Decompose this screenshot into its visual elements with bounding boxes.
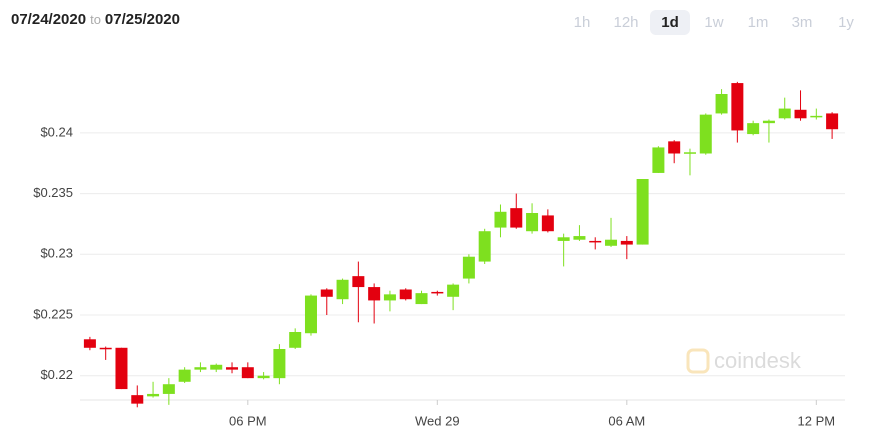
candle-body [320, 289, 333, 297]
candle-body [462, 256, 475, 279]
range-separator: to [90, 12, 101, 27]
candle-body [699, 114, 712, 154]
candle-body [289, 332, 302, 348]
range-button[interactable]: 1w [704, 14, 724, 31]
candle-body [194, 367, 207, 370]
candle-body [241, 367, 254, 379]
candle-body [747, 123, 760, 135]
candle-body [257, 375, 270, 379]
candle-body [762, 120, 775, 124]
range-start: 07/24/2020 [11, 11, 87, 28]
x-tick-label: 12 PM [798, 413, 836, 428]
range-button[interactable]: 1m [747, 14, 769, 31]
candle-body [178, 369, 191, 382]
candle-body [810, 115, 823, 118]
candle-body [147, 393, 160, 397]
candle-body [415, 293, 428, 305]
range-end: 07/25/2020 [104, 11, 180, 28]
watermark: coindesk [714, 348, 802, 373]
candle-body [383, 294, 396, 301]
candle-body [273, 349, 286, 379]
watermark-icon [686, 348, 710, 374]
y-tick-label: $0.24 [40, 124, 73, 139]
watermark-group: coindesk [686, 348, 802, 374]
y-tick-label: $0.23 [40, 246, 73, 261]
date-range: 07/24/2020 to 07/25/2020 [11, 11, 180, 28]
candle-body [478, 231, 491, 262]
y-tick-label: $0.235 [33, 185, 73, 200]
range-button[interactable]: 12h [613, 14, 639, 31]
candle-body [683, 152, 696, 154]
y-tick-label: $0.22 [40, 367, 73, 382]
candle-body [715, 94, 728, 114]
range-button[interactable]: 1d [650, 10, 690, 35]
candle-body [510, 208, 523, 228]
candle-body [589, 240, 602, 243]
candle-body [778, 108, 791, 119]
candle-body [226, 367, 239, 370]
candle-body [826, 113, 839, 130]
header: 07/24/2020 to 07/25/2020 1h 12h 1d 1w 1m 3m 1y [0, 0, 870, 44]
range-buttons: 1h 12h 1d 1w 1m 3m 1y [562, 10, 866, 35]
candle-body [162, 384, 175, 394]
candle-body [731, 83, 744, 131]
candle-body [99, 347, 112, 350]
range-button[interactable]: 3m [791, 14, 813, 31]
x-tick-label: Wed 29 [415, 413, 460, 428]
candle-body [115, 347, 128, 390]
candle-body [368, 287, 381, 301]
candle-body [668, 141, 681, 154]
candle-body [83, 339, 96, 348]
candle-body [620, 240, 633, 245]
candle-body [526, 213, 539, 232]
candle-body [399, 289, 412, 300]
candle-body [352, 276, 365, 288]
candle-body [557, 237, 570, 241]
candle-body [431, 291, 444, 294]
candle-body [447, 284, 460, 297]
candle-body [541, 215, 554, 232]
candle-body [652, 147, 665, 173]
range-button[interactable]: 1h [573, 14, 591, 31]
candle-body [636, 179, 649, 245]
candle-body [494, 211, 507, 228]
candle-body [131, 395, 144, 404]
range-button[interactable]: 1y [838, 14, 854, 31]
candle-body [336, 279, 349, 300]
y-tick-label: $0.225 [33, 306, 73, 321]
candle-body [605, 239, 618, 246]
x-tick-label: 06 AM [608, 413, 645, 428]
x-tick-label: 06 PM [229, 413, 267, 428]
candle-body [210, 364, 223, 370]
candle-body [794, 109, 807, 119]
candle-body [573, 236, 586, 240]
candle-body [304, 295, 317, 334]
